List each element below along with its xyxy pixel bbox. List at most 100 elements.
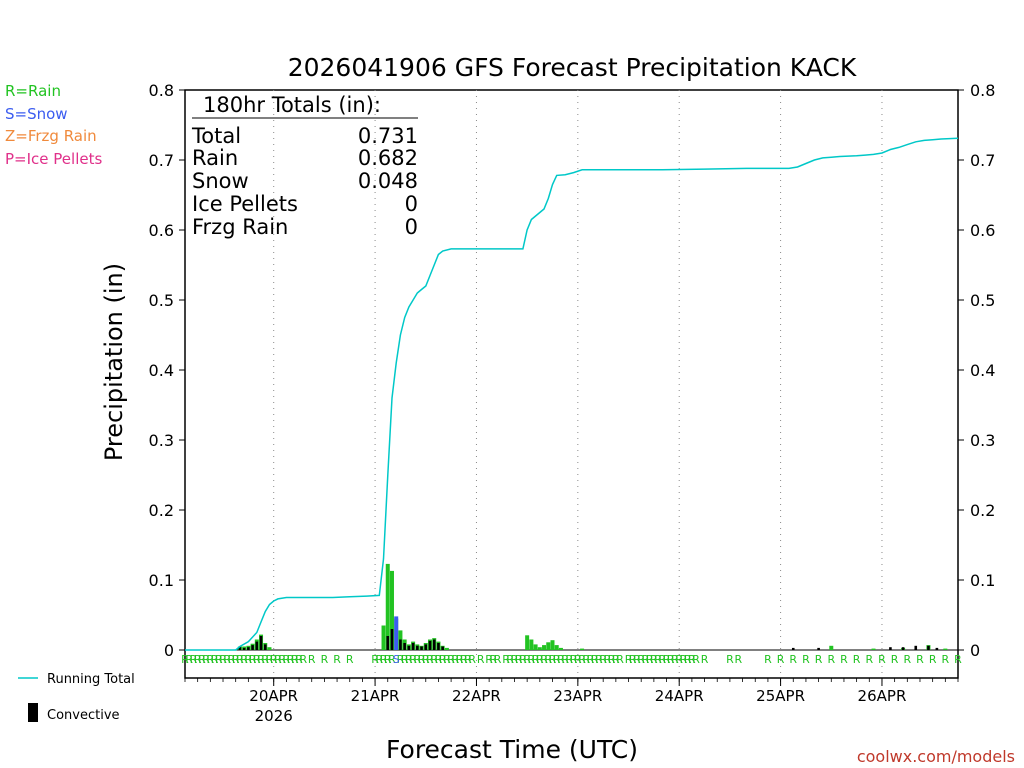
rain-bar xyxy=(943,648,948,650)
rain-marker: R xyxy=(827,653,835,666)
convective-bar xyxy=(386,636,390,650)
rain-bar xyxy=(381,625,386,650)
rain-marker: R xyxy=(257,653,265,666)
rain-marker: R xyxy=(604,653,612,666)
rain-marker: R xyxy=(574,653,582,666)
rain-bar xyxy=(537,647,542,650)
plot-frame xyxy=(184,89,959,679)
rain-marker: R xyxy=(299,653,307,666)
rain-marker: R xyxy=(777,653,785,666)
rain-marker: R xyxy=(536,653,544,666)
rain-marker: R xyxy=(426,653,434,666)
x-tick-label: 22APR xyxy=(452,687,501,705)
snow-marker: S xyxy=(393,653,400,666)
rain-marker: R xyxy=(646,653,654,666)
rain-marker: R xyxy=(418,653,426,666)
legend-convective-label: Convective xyxy=(47,708,120,723)
y-tick-label-right: 0.1 xyxy=(970,571,995,590)
rain-marker: R xyxy=(802,653,810,666)
totals-value-ice-pellets: 0 xyxy=(405,192,418,216)
convective-bar xyxy=(399,639,402,650)
rain-marker: R xyxy=(650,653,658,666)
rain-marker: R xyxy=(608,653,616,666)
rain-marker: R xyxy=(667,653,675,666)
convective-bar xyxy=(441,646,444,650)
y-tick-label: 0.7 xyxy=(149,151,174,170)
rain-marker: R xyxy=(570,653,578,666)
rain-marker: R xyxy=(283,653,291,666)
rain-marker: R xyxy=(413,653,421,666)
rain-marker: R xyxy=(384,653,392,666)
rain-bar xyxy=(550,640,555,650)
rain-marker: R xyxy=(215,653,223,666)
x-tick-label: 25APR xyxy=(756,687,805,705)
rain-marker: R xyxy=(494,653,502,666)
rain-marker: R xyxy=(287,653,295,666)
rain-marker: R xyxy=(270,653,278,666)
rain-bar xyxy=(267,647,272,650)
rain-bar xyxy=(525,635,530,650)
rain-marker: R xyxy=(194,653,202,666)
rain-marker: R xyxy=(371,653,379,666)
rain-marker: R xyxy=(549,653,557,666)
convective-bar xyxy=(420,646,423,650)
rain-marker: R xyxy=(485,653,493,666)
rain-marker: R xyxy=(612,653,620,666)
convective-bar xyxy=(424,644,428,650)
rain-marker: R xyxy=(266,653,274,666)
rain-marker: R xyxy=(916,653,924,666)
watermark: coolwx.com/models xyxy=(857,747,1015,766)
rain-marker: R xyxy=(198,653,206,666)
totals-label-rain: Rain xyxy=(192,146,238,170)
rain-marker: R xyxy=(903,653,911,666)
y-tick-label-right: 0 xyxy=(970,641,980,660)
rain-bar xyxy=(554,645,559,650)
rain-marker: R xyxy=(865,653,873,666)
rain-marker: R xyxy=(599,653,607,666)
chart-legend: R=Rain S=Snow Z=Frzg Rain P=Ice Pellets … xyxy=(5,82,135,723)
convective-bar xyxy=(432,639,436,650)
totals-box: 180hr Totals (in): Total 0.731 Rain 0.68… xyxy=(191,93,418,239)
date-gridlines xyxy=(273,90,883,678)
convective-bar xyxy=(407,645,411,650)
y-tick-label-right: 0.2 xyxy=(970,501,995,520)
rain-marker: R xyxy=(663,653,671,666)
totals-label-freezing-rain: Frzg Rain xyxy=(192,215,288,239)
totals-label-total: Total xyxy=(191,124,241,148)
rain-bar xyxy=(580,648,585,650)
convective-bar xyxy=(927,645,930,650)
convective-bar xyxy=(914,645,918,650)
rain-marker: R xyxy=(295,653,303,666)
rain-marker: R xyxy=(591,653,599,666)
rain-marker: R xyxy=(274,653,282,666)
rain-marker: R xyxy=(654,653,662,666)
rain-bar xyxy=(389,570,394,650)
rain-marker: R xyxy=(490,653,498,666)
y-axis: 0 00.1 0.10.2 0.20.3 0.30.4 0.40.5 0.50.6 0.60.… xyxy=(149,81,996,660)
rain-marker: R xyxy=(321,653,329,666)
totals-value-rain: 0.682 xyxy=(358,146,418,170)
rain-marker: R xyxy=(261,653,269,666)
convective-bar xyxy=(411,643,415,650)
rain-marker: R xyxy=(291,653,299,666)
legend-type-snow: S=Snow xyxy=(5,105,68,123)
convective-bar xyxy=(935,647,939,650)
y-tick-label-right: 0.4 xyxy=(970,361,995,380)
rain-bar xyxy=(871,648,876,650)
convective-bar xyxy=(255,641,259,650)
rain-marker: R xyxy=(211,653,219,666)
rain-marker: R xyxy=(456,653,464,666)
snow-bar xyxy=(394,616,399,650)
rain-marker: R xyxy=(443,653,451,666)
rain-marker: R xyxy=(587,653,595,666)
rain-marker: R xyxy=(401,653,409,666)
legend-type-rain: R=Rain xyxy=(5,82,61,100)
convective-bar xyxy=(791,647,795,650)
rain-marker: R xyxy=(688,653,696,666)
rain-marker: R xyxy=(625,653,633,666)
legend-running-total-label: Running Total xyxy=(47,672,135,687)
y-tick-label-right: 0.7 xyxy=(970,151,995,170)
rain-marker: R xyxy=(439,653,447,666)
